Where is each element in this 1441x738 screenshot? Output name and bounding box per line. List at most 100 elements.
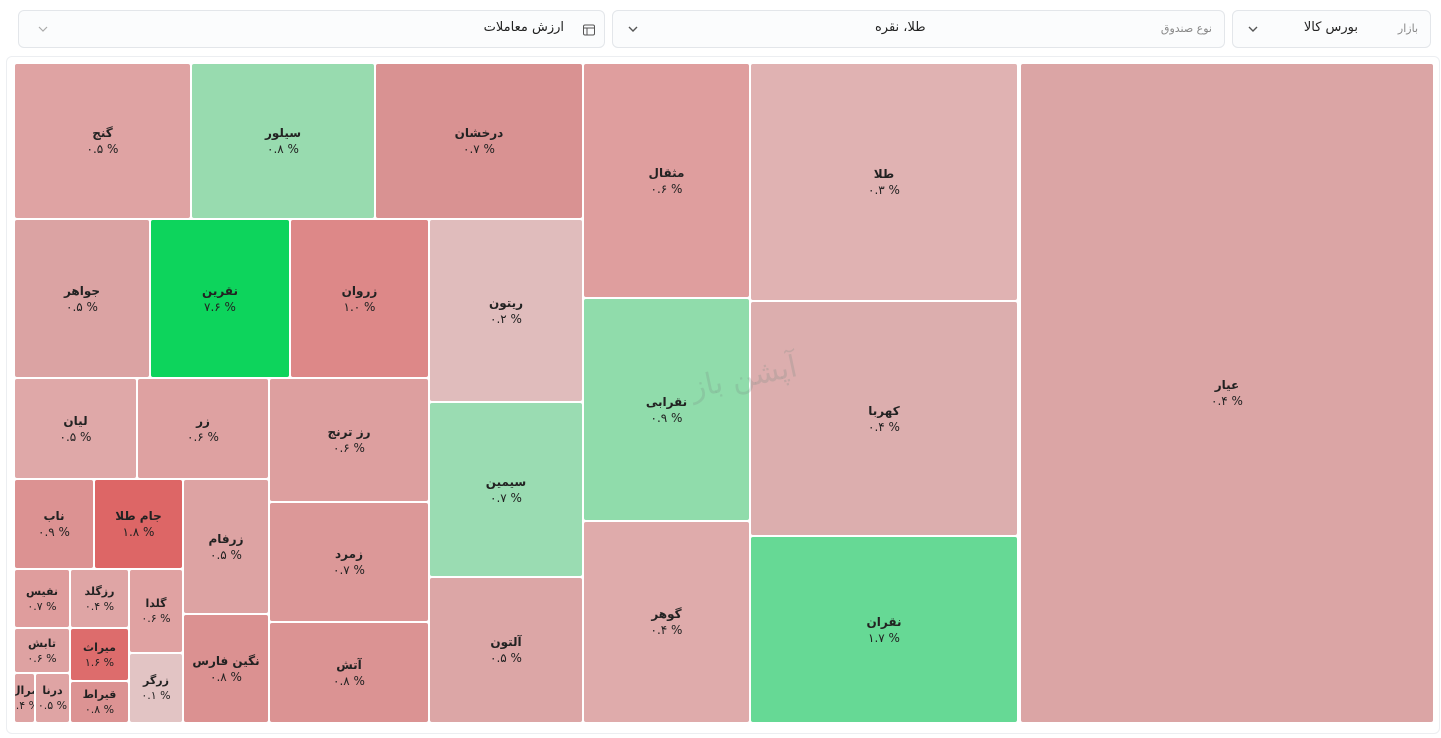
tile[interactable]: نقرابی ۰.۹ %: [583, 298, 750, 521]
tile-name: عیار: [1214, 378, 1240, 392]
tile[interactable]: زمرد ۰.۷ %: [269, 502, 429, 622]
tile-change: ۰.۴ %: [868, 419, 900, 434]
tile[interactable]: گوهر ۰.۴ %: [583, 521, 750, 723]
fund-type-filter[interactable]: نوع صندوق طلا، نقره: [612, 10, 1225, 48]
metric-filter[interactable]: ارزش معاملات: [18, 10, 605, 48]
tile-change: ۰.۷ %: [463, 142, 495, 156]
tile-name: لیان: [63, 413, 88, 428]
tile-change: ۱.۶ %: [84, 655, 115, 669]
tile-name: زرگر: [143, 674, 169, 687]
tile-name: زروان: [341, 283, 378, 298]
filter-label: نوع صندوق: [1160, 22, 1212, 35]
tile[interactable]: گنج ۰.۵ %: [14, 63, 191, 219]
tile-change: ۰.۳ %: [868, 183, 900, 197]
tile-name: مرال: [15, 684, 34, 697]
tile-name: طلا: [873, 167, 895, 181]
tile[interactable]: زر ۰.۶ %: [137, 378, 269, 479]
tile[interactable]: درخشان ۰.۷ %: [375, 63, 583, 219]
tile-name: نفیس: [25, 584, 59, 598]
tile[interactable]: کهربا ۰.۴ %: [750, 301, 1018, 536]
tile[interactable]: آتش ۰.۸ %: [269, 622, 429, 723]
tile-change: ۰.۶ %: [141, 612, 171, 625]
filter-value: ارزش معاملات: [483, 20, 564, 35]
tile-name: سیلور: [264, 126, 302, 140]
tile-change: ۰.۸ %: [267, 142, 299, 156]
tile[interactable]: رز ترنج ۰.۶ %: [269, 378, 429, 502]
tile[interactable]: زرگر ۰.۱ %: [129, 653, 183, 723]
tile-name: نقرابی: [645, 394, 688, 409]
tile-name: گنج: [92, 126, 113, 140]
tile[interactable]: نقرین ۷.۶ %: [150, 219, 290, 378]
tile-name: آتش: [336, 657, 362, 672]
tile-change: ۰.۶ %: [187, 429, 219, 444]
tile-name: رزگلد: [84, 584, 115, 598]
tile[interactable]: عیار ۰.۴ %: [1020, 63, 1434, 723]
tile[interactable]: طلا ۰.۳ %: [750, 63, 1018, 301]
tile-change: ۰.۵ %: [59, 429, 92, 444]
tile[interactable]: تابش ۰.۶ %: [14, 628, 70, 673]
tile[interactable]: آلتون ۰.۵ %: [429, 577, 583, 723]
market-filter[interactable]: بازار بورس کالا: [1232, 10, 1431, 48]
tile[interactable]: مثقال ۰.۶ %: [583, 63, 750, 298]
tile-name: نگین فارس: [192, 653, 260, 668]
tile[interactable]: جام طلا ۱.۸ %: [94, 479, 183, 569]
tile-change: ۰.۶ %: [333, 441, 365, 455]
tile-name: آلتون: [490, 635, 522, 649]
tile[interactable]: گلدا ۰.۶ %: [129, 569, 183, 653]
tile[interactable]: ریتون ۰.۲ %: [429, 219, 583, 402]
chevron: [628, 26, 638, 32]
filter-label: بازار: [1397, 22, 1418, 35]
tile[interactable]: سیلور ۰.۸ %: [191, 63, 375, 219]
tile-name: زمرد: [335, 547, 363, 561]
tile[interactable]: میراث ۱.۶ %: [70, 628, 129, 681]
tile-change: ۰.۸ %: [84, 703, 115, 716]
tile[interactable]: رزگلد ۰.۴ %: [70, 569, 129, 628]
chevron: [38, 26, 48, 32]
tile-change: ۱.۰ %: [343, 299, 376, 314]
tile-change: ۰.۴ %: [1211, 394, 1243, 408]
tile-name: درنا: [42, 684, 63, 697]
tile[interactable]: نفیس ۰.۷ %: [14, 569, 70, 628]
tile-change: ۰.۵ %: [490, 651, 522, 665]
tile[interactable]: نگین فارس ۰.۸ %: [183, 614, 269, 723]
treemap-frame: [6, 56, 1440, 734]
tile[interactable]: زروان ۱.۰ %: [290, 219, 429, 378]
filter-value: طلا، نقره: [875, 20, 926, 35]
tile-change: ۰.۵ %: [37, 699, 68, 712]
tile-change: ۰.۴ %: [15, 699, 34, 712]
tile-change: ۱.۸ %: [122, 525, 155, 539]
tile-name: گلدا: [145, 597, 167, 610]
tile-name: سیمین: [485, 474, 527, 489]
tile[interactable]: جواهر ۰.۵ %: [14, 219, 150, 378]
tile-name: زرفام: [208, 531, 244, 546]
tile-change: ۰.۵ %: [66, 299, 98, 314]
tile[interactable]: مرال ۰.۴ %: [14, 673, 35, 723]
tile-change: ۰.۸ %: [333, 673, 365, 688]
tile[interactable]: درنا ۰.۵ %: [35, 673, 70, 723]
tile-name: تابش: [28, 636, 56, 650]
tile-name: جام طلا: [115, 509, 162, 523]
tile-change: ۰.۲ %: [490, 311, 522, 326]
tile-change: ۰.۹ %: [650, 410, 683, 425]
tile[interactable]: سیمین ۰.۷ %: [429, 402, 583, 577]
tile[interactable]: ناب ۰.۹ %: [14, 479, 94, 569]
tile-change: ۱.۷ %: [868, 630, 900, 645]
tile-change: ۰.۴ %: [650, 623, 683, 637]
tile[interactable]: نقران ۱.۷ %: [750, 536, 1018, 723]
tile-change: ۰.۶ %: [650, 181, 683, 196]
tile-change: ۰.۹ %: [38, 525, 70, 539]
tile-change: ۰.۶ %: [27, 651, 57, 665]
tile-change: ۰.۵ %: [210, 547, 242, 562]
tile-change: ۰.۷ %: [27, 599, 57, 613]
tile[interactable]: لیان ۰.۵ %: [14, 378, 137, 479]
tile[interactable]: قیراط ۰.۸ %: [70, 681, 129, 723]
tile-name: گوهر: [651, 607, 682, 621]
tile-change: ۰.۸ %: [210, 669, 242, 684]
tile-name: مثقال: [648, 165, 685, 180]
tile-name: نقران: [866, 614, 902, 629]
tile-name: جواهر: [63, 283, 101, 298]
tile-name: درخشان: [454, 126, 504, 140]
tile[interactable]: زرفام ۰.۵ %: [183, 479, 269, 614]
tile-name: رز ترنج: [327, 425, 371, 439]
